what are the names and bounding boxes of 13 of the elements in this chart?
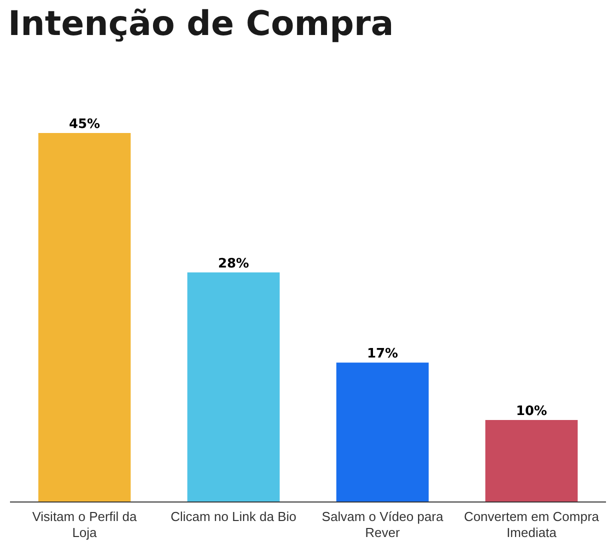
- data-label: 45%: [68, 117, 100, 132]
- x-tick-label: Visitam o Perfil da Loja: [32, 509, 138, 540]
- data-label: 10%: [516, 404, 548, 419]
- bar: [38, 133, 131, 502]
- data-label: 28%: [218, 256, 250, 272]
- x-tick-label: Clicam no Link da Bio: [170, 509, 296, 524]
- bar: [187, 272, 280, 502]
- data-label: 17%: [366, 346, 398, 362]
- x-tick-label: Salvam o Vídeo para Rever: [322, 509, 444, 540]
- chart-title: Intenção de Compra: [8, 4, 394, 44]
- x-tick-label: Convertem em Compra Imediata: [464, 509, 600, 540]
- bar: [336, 362, 429, 502]
- bar: [485, 420, 578, 502]
